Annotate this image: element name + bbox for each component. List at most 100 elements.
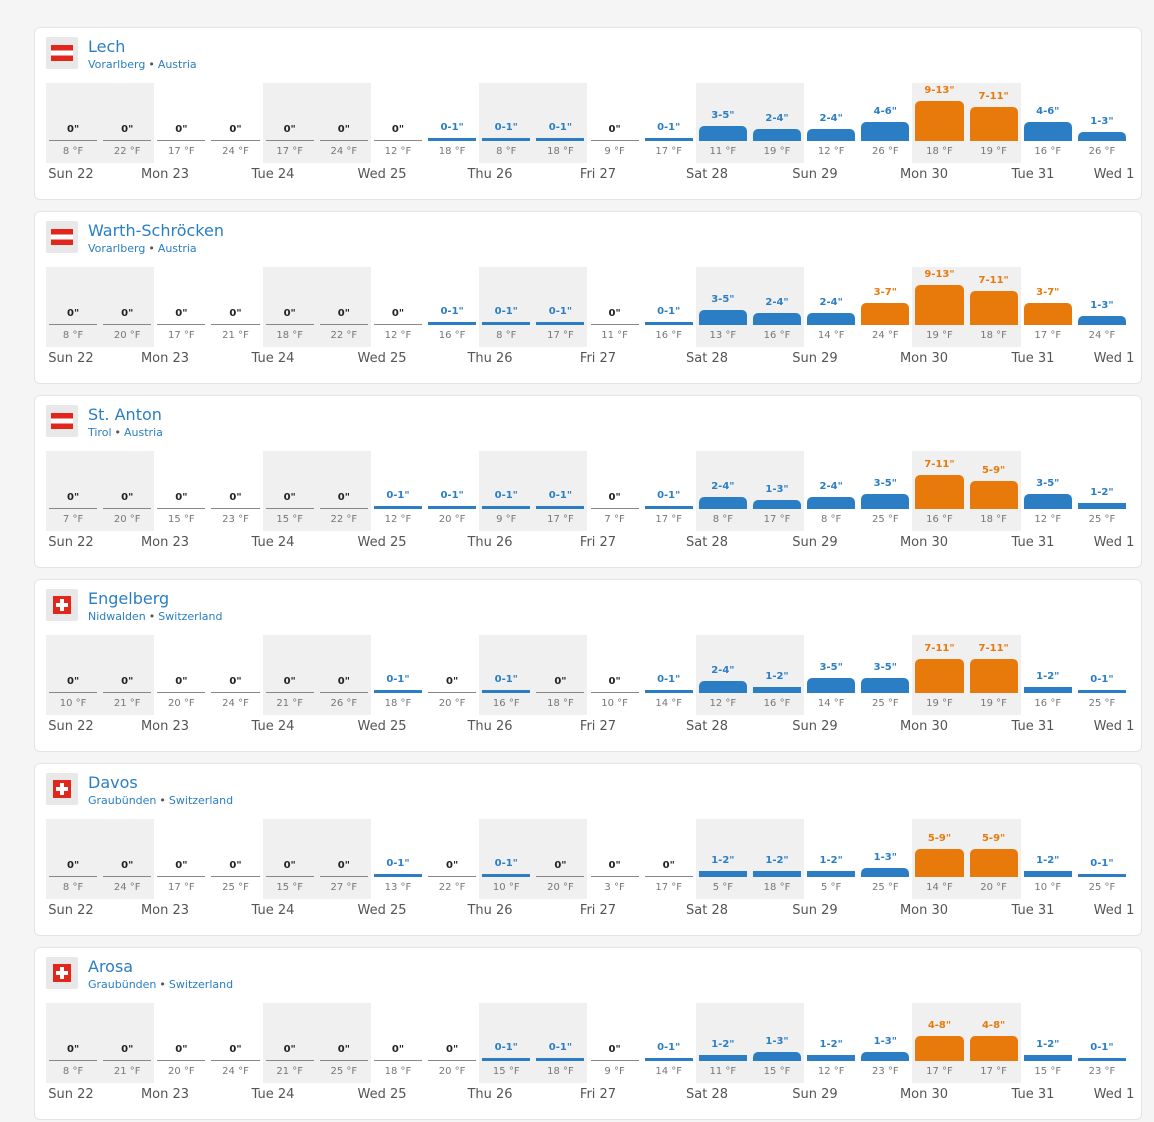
- country-link[interactable]: Switzerland: [158, 610, 223, 623]
- resort-name-link[interactable]: St. Anton: [88, 405, 162, 424]
- snow-amount-label: 9-13": [924, 84, 955, 96]
- snow-bar: [49, 1060, 98, 1061]
- snow-amount-label: 0": [391, 1044, 405, 1055]
- country-link[interactable]: Switzerland: [168, 978, 234, 991]
- temperature-label: 5 °F: [821, 882, 842, 893]
- day-label: Sat 28: [686, 535, 728, 550]
- day-label: Fri 27: [579, 167, 617, 182]
- temperature-label: 20 °F: [438, 1066, 466, 1077]
- resort-name-link[interactable]: Arosa: [88, 957, 134, 976]
- snow-amount-label: 0": [175, 1044, 188, 1055]
- separator-dot: •: [114, 426, 122, 439]
- snow-amount-label: 1-3": [873, 1035, 897, 1047]
- snow-bar: [752, 686, 802, 693]
- day-label: Sat 28: [686, 351, 728, 366]
- temperature-label: 14 °F: [655, 1066, 683, 1077]
- temperature-label: 17 °F: [168, 330, 195, 341]
- snow-amount-label: 0-1": [657, 121, 681, 133]
- temperature-label: 17 °F: [655, 146, 683, 157]
- snow-bar: [211, 876, 260, 877]
- forecast-slot: 0-1" 9 °F: [479, 451, 534, 531]
- snow-amount-label: 0": [66, 676, 80, 687]
- resort-name-link[interactable]: Davos: [88, 773, 138, 792]
- resort-card: Davos Graubünden • Switzerland 0" 8 °F 0" 24 °F…: [34, 763, 1142, 936]
- forecast-slot: 0-1" 16 °F: [642, 267, 696, 347]
- resort-name-link[interactable]: Engelberg: [88, 589, 170, 608]
- snow-bar: [1077, 1057, 1126, 1061]
- snow-amount-label: 3-7": [1036, 287, 1060, 299]
- snow-bar: [536, 1057, 585, 1061]
- region-link[interactable]: Nidwalden: [88, 610, 146, 623]
- snow-amount-label: 0": [175, 676, 188, 687]
- snow-bar: [807, 312, 856, 325]
- snow-forecast-chart: 0" 7 °F 0" 20 °F 0" 15 °F 0" 23 °F 0" 15 °F 0" 22 °…: [46, 451, 1129, 531]
- snow-amount-label: 1-2": [765, 670, 789, 682]
- day-label: Fri 27: [579, 903, 617, 918]
- resort-name-link[interactable]: Warth-Schröcken: [88, 221, 224, 240]
- forecast-slot: 1-2" 16 °F: [749, 635, 805, 715]
- snow-bar: [428, 321, 477, 325]
- snow-amount-label: 2-4": [765, 296, 789, 308]
- country-link[interactable]: Austria: [157, 58, 197, 71]
- forecast-slot: 0" 17 °F: [154, 83, 208, 163]
- temperature-label: 16 °F: [926, 514, 953, 525]
- snow-amount-label: 0-1": [657, 489, 681, 501]
- day-label: Sun 29: [792, 1087, 838, 1102]
- snow-bar: [1023, 122, 1072, 141]
- day-label: Sat 28: [686, 719, 728, 734]
- snow-bar: [644, 876, 693, 877]
- snow-amount-label: 0": [229, 676, 242, 687]
- resort-name-link[interactable]: Lech: [88, 37, 126, 56]
- forecast-slot: 0-1" 17 °F: [642, 83, 696, 163]
- temperature-label: 18 °F: [276, 330, 303, 341]
- country-link[interactable]: Austria: [157, 242, 197, 255]
- region-link[interactable]: Graubünden: [88, 794, 157, 807]
- region-link[interactable]: Graubünden: [88, 978, 157, 991]
- forecast-slot: 0" 7 °F: [46, 451, 101, 531]
- temperature-label: 12 °F: [384, 514, 412, 525]
- snow-amount-label: 7-11": [978, 90, 1009, 102]
- temperature-label: 25 °F: [222, 882, 249, 893]
- temperature-label: 19 °F: [763, 146, 791, 157]
- temperature-label: 20 °F: [547, 882, 574, 893]
- temperature-label: 8 °F: [496, 146, 517, 157]
- country-link[interactable]: Austria: [124, 426, 163, 439]
- forecast-slot: 0" 21 °F: [262, 1003, 317, 1083]
- forecast-slot: 9-13" 18 °F: [912, 83, 967, 163]
- snow-bar: [644, 689, 693, 693]
- temperature-label: 15 °F: [763, 1066, 791, 1077]
- snow-amount-label: 1-2": [711, 1038, 735, 1050]
- region-link[interactable]: Vorarlberg: [88, 58, 146, 71]
- temperature-label: 22 °F: [330, 514, 358, 525]
- forecast-slot: 7-11" 18 °F: [966, 267, 1021, 347]
- snow-amount-label: 3-5": [873, 661, 897, 673]
- snow-bar: [1077, 873, 1126, 877]
- temperature-label: 19 °F: [926, 330, 953, 341]
- snow-amount-label: 3-5": [873, 477, 897, 489]
- austria-flag-icon: [46, 221, 78, 253]
- country-link[interactable]: Switzerland: [168, 794, 234, 807]
- forecast-slot: 0" 17 °F: [154, 267, 208, 347]
- forecast-slot: 0" 8 °F: [46, 819, 101, 899]
- snow-amount-label: 0": [337, 308, 350, 319]
- day-label: Mon 30: [899, 719, 949, 734]
- region-link[interactable]: Tirol: [88, 426, 112, 439]
- forecast-slot: 0" 18 °F: [262, 267, 317, 347]
- resort-card: St. Anton Tirol • Austria 0" 7 °F 0" 20 °F 0" 15 …: [34, 395, 1142, 568]
- snow-bar: [915, 474, 964, 509]
- temperature-label: 26 °F: [1088, 146, 1116, 157]
- snow-bar: [752, 499, 802, 509]
- region-link[interactable]: Vorarlberg: [88, 242, 146, 255]
- snow-bar: [590, 692, 639, 693]
- snow-bar: [590, 508, 639, 509]
- day-label: Sun 22: [48, 351, 94, 366]
- snow-bar: [319, 1060, 368, 1061]
- snow-amount-label: 0-1": [386, 489, 410, 501]
- snow-amount-label: 4-6": [873, 106, 897, 118]
- day-label: Mon 23: [140, 535, 190, 550]
- forecast-slot: 0-1" 13 °F: [371, 819, 425, 899]
- snow-amount-label: 0-1": [386, 857, 410, 869]
- day-label: Tue 31: [1011, 535, 1055, 550]
- snow-bar: [752, 1051, 802, 1061]
- snow-amount-label: 0-1": [494, 1041, 518, 1053]
